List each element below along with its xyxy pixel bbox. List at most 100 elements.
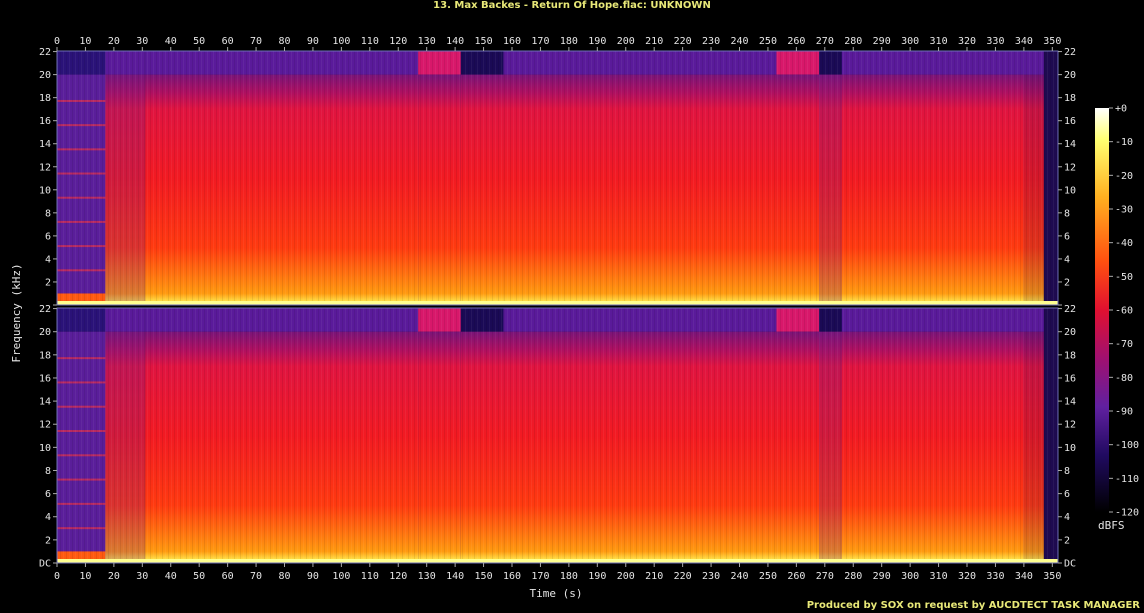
spectrogram-panel-left xyxy=(56,50,1059,306)
x-tick-label: 340 xyxy=(1015,571,1033,582)
x-tick-label: 130 xyxy=(418,36,436,47)
colorbar-label: dBFS xyxy=(1098,519,1125,532)
x-tick-label: 320 xyxy=(958,36,976,47)
y-tick-label: 8 xyxy=(1064,466,1070,477)
y-tick-label: 16 xyxy=(39,116,51,127)
chart-title: 13. Max Backes - Return Of Hope.flac: UN… xyxy=(433,0,711,11)
y-tick-label: 6 xyxy=(45,489,51,500)
x-tick-label: 50 xyxy=(193,571,205,582)
x-tick-label: 280 xyxy=(844,571,862,582)
x-tick-label: 350 xyxy=(1043,36,1061,47)
colorbar-tick-label: -40 xyxy=(1115,238,1133,249)
x-tick-label: 160 xyxy=(503,36,521,47)
colorbar-tick-label: -110 xyxy=(1115,474,1139,485)
x-tick-label: 110 xyxy=(361,571,379,582)
x-tick-label: 220 xyxy=(674,571,692,582)
x-tick-label: 180 xyxy=(560,36,578,47)
x-tick-label: 60 xyxy=(222,36,234,47)
y-tick-label: 4 xyxy=(1064,254,1070,265)
colorbar: +0 -10 -20 -30 -40 -50 -60 -70 -80 -90 -100 -110 -12… xyxy=(1095,104,1139,532)
y-tick-label: 2 xyxy=(45,277,51,288)
x-tick-label: 290 xyxy=(873,36,891,47)
y-tick-label: 12 xyxy=(39,420,51,431)
x-tick-label: 270 xyxy=(816,571,834,582)
x-tick-label: 110 xyxy=(361,36,379,47)
y-tick-label: 12 xyxy=(39,162,51,173)
y-tick-label: 14 xyxy=(1064,139,1076,150)
y-tick-label: 10 xyxy=(1064,443,1076,454)
x-tick-label: 170 xyxy=(531,571,549,582)
y-tick-label: 20 xyxy=(39,70,51,81)
x-tick-label: 300 xyxy=(901,36,919,47)
colorbar-tick-label: -30 xyxy=(1115,205,1133,216)
x-tick-label: 310 xyxy=(930,571,948,582)
y-tick-label: 18 xyxy=(1064,93,1076,104)
x-tick-label: 200 xyxy=(617,571,635,582)
x-tick-label: 0 xyxy=(54,571,60,582)
x-tick-label: 40 xyxy=(165,571,177,582)
y-tick-label: 16 xyxy=(1064,373,1076,384)
y-tick-label: 10 xyxy=(39,185,51,196)
x-tick-label: 280 xyxy=(844,36,862,47)
y-tick-label: 18 xyxy=(39,350,51,361)
colorbar-tick-label: -10 xyxy=(1115,137,1133,148)
x-tick-label: 30 xyxy=(136,36,148,47)
x-tick-label: 250 xyxy=(759,36,777,47)
y-tick-label: DC xyxy=(1064,559,1076,570)
y-tick-label: 4 xyxy=(45,512,51,523)
x-tick-label: 140 xyxy=(446,571,464,582)
y-tick-label: 20 xyxy=(39,327,51,338)
colorbar-tick-label: -20 xyxy=(1115,171,1133,182)
y-tick-label: 6 xyxy=(1064,231,1070,242)
x-tick-label: 20 xyxy=(108,571,120,582)
y-tick-label: DC xyxy=(39,559,51,570)
x-tick-label: 180 xyxy=(560,571,578,582)
x-tick-label: 340 xyxy=(1015,36,1033,47)
colorbar-tick-label: -100 xyxy=(1115,440,1139,451)
y-axis-label: Frequency (kHz) xyxy=(10,263,23,362)
y-tick-label: 22 xyxy=(1064,47,1076,58)
x-tick-label: 120 xyxy=(389,571,407,582)
panel-border xyxy=(56,50,1059,306)
x-tick-label: 0 xyxy=(54,36,60,47)
x-tick-label: 10 xyxy=(79,36,91,47)
x-tick-label: 140 xyxy=(446,36,464,47)
y-tick-label: 8 xyxy=(1064,208,1070,219)
colorbar-tick-label: -60 xyxy=(1115,306,1133,317)
x-tick-label: 300 xyxy=(901,571,919,582)
x-tick-label: 30 xyxy=(136,571,148,582)
x-tick-label: 90 xyxy=(307,36,319,47)
y-tick-label: 22 xyxy=(39,47,51,58)
x-tick-label: 70 xyxy=(250,36,262,47)
footer-credit: Produced by SOX on request by AUCDTECT T… xyxy=(806,600,1140,611)
texture xyxy=(57,51,1058,305)
x-tick-label: 350 xyxy=(1043,571,1061,582)
x-tick-label: 330 xyxy=(986,571,1004,582)
x-tick-label: 230 xyxy=(702,571,720,582)
y-tick-label: 2 xyxy=(1064,277,1070,288)
colorbar-tick-label: -90 xyxy=(1115,407,1133,418)
x-tick-label: 200 xyxy=(617,36,635,47)
colorbar-tick-label: -50 xyxy=(1115,272,1133,283)
dc-line xyxy=(57,559,1058,563)
x-tick-label: 160 xyxy=(503,571,521,582)
y-tick-label: 8 xyxy=(45,208,51,219)
y-tick-label: 22 xyxy=(1064,304,1076,315)
x-tick-label: 260 xyxy=(787,36,805,47)
y-tick-label: 12 xyxy=(1064,162,1076,173)
y-tick-label: 2 xyxy=(1064,535,1070,546)
x-tick-label: 240 xyxy=(730,36,748,47)
y-tick-label: 10 xyxy=(39,443,51,454)
y-tick-label: 12 xyxy=(1064,420,1076,431)
x-tick-label: 50 xyxy=(193,36,205,47)
x-tick-label: 60 xyxy=(222,571,234,582)
x-tick-label: 210 xyxy=(645,36,663,47)
x-tick-label: 80 xyxy=(278,571,290,582)
y-tick-label: 16 xyxy=(1064,116,1076,127)
y-tick-label: 18 xyxy=(39,93,51,104)
colorbar-tick-label: -120 xyxy=(1115,508,1139,519)
x-tick-label: 130 xyxy=(418,571,436,582)
y-tick-label: 6 xyxy=(1064,489,1070,500)
x-tick-label: 170 xyxy=(531,36,549,47)
